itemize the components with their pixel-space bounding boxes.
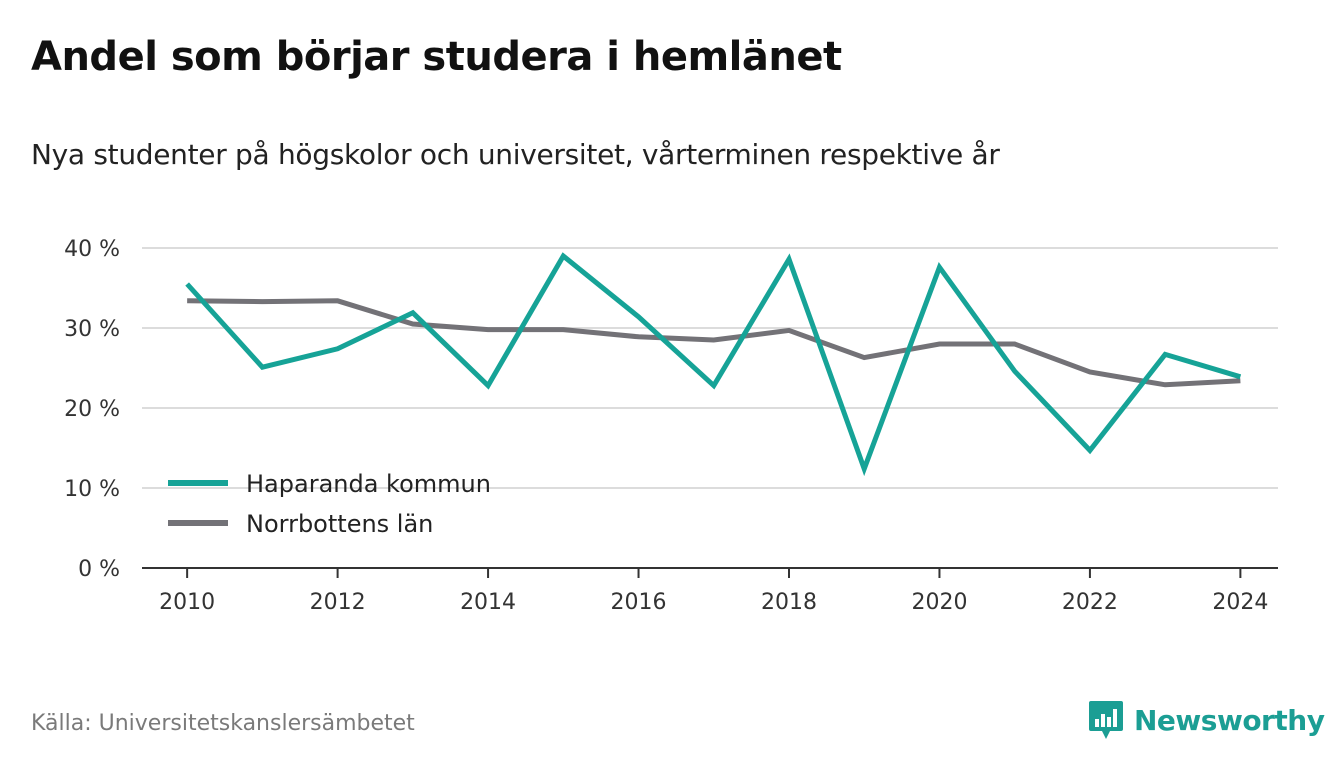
y-tick-label: 0 % xyxy=(78,557,120,582)
source-note: Källa: Universitetskanslersämbetet xyxy=(31,711,415,736)
y-tick-label: 40 % xyxy=(64,237,120,262)
x-tick-label: 2012 xyxy=(310,590,366,615)
x-tick-label: 2022 xyxy=(1062,590,1118,615)
gridlines xyxy=(142,247,1278,489)
x-tick-label: 2024 xyxy=(1212,590,1268,615)
y-axis-ticks: 0 % 10 % 20 % 30 % 40 % xyxy=(64,237,120,582)
x-axis-ticks: 2010 2012 2014 2016 2018 2020 2022 2024 xyxy=(159,568,1268,615)
series-line-2 xyxy=(187,298,1241,388)
series-line-1 xyxy=(185,252,1242,477)
y-tick-label: 10 % xyxy=(64,477,120,502)
brand-logo[interactable]: Newsworthy xyxy=(1088,698,1325,742)
x-tick-label: 2010 xyxy=(159,590,215,615)
x-tick-label: 2016 xyxy=(611,590,667,615)
series-lines xyxy=(185,252,1242,477)
newsworthy-logo-icon xyxy=(1089,701,1123,739)
chart-title: Andel som börjar studera i hemlänet xyxy=(31,34,842,80)
x-tick-label: 2018 xyxy=(761,590,817,615)
y-tick-label: 30 % xyxy=(64,317,120,342)
chart-subtitle: Nya studenter på högskolor och universit… xyxy=(31,138,1000,171)
brand-name: Newsworthy xyxy=(1134,703,1325,737)
legend-label: Norrbottens län xyxy=(246,510,433,538)
legend: Haparanda kommun Norrbottens län xyxy=(168,470,491,538)
x-tick-label: 2014 xyxy=(460,590,516,615)
x-tick-label: 2020 xyxy=(911,590,967,615)
y-tick-label: 20 % xyxy=(64,397,120,422)
legend-label: Haparanda kommun xyxy=(246,470,491,498)
